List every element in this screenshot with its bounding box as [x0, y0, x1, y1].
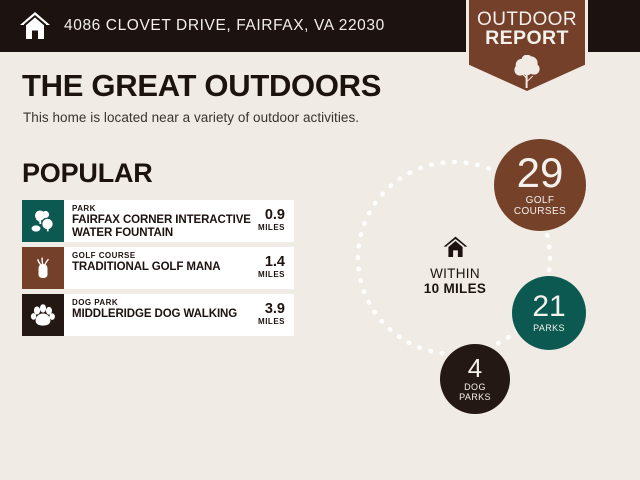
radius-line-1: WITHIN [430, 266, 480, 281]
golf-tee-icon [22, 247, 64, 289]
popular-list: PARK FAIRFAX CORNER INTERACTIVE WATER FO… [22, 200, 294, 341]
count-label-line-1: PARKS [533, 323, 565, 334]
list-item-body: GOLF COURSE TRADITIONAL GOLF MANA [64, 247, 258, 289]
radius-line-2: 10 MILES [423, 281, 487, 296]
distance-unit: MILES [258, 317, 285, 326]
outdoor-report-badge: OUTDOOR REPORT [464, 0, 590, 103]
home-icon [18, 9, 52, 43]
badge-text: OUTDOOR REPORT [464, 10, 590, 49]
count-circle-golf-courses: 29 GOLF COURSES [494, 139, 586, 231]
list-item-name: MIDDLERIDGE DOG WALKING [72, 308, 238, 320]
distance-unit: MILES [258, 223, 285, 232]
list-item-distance: 0.9 MILES [258, 200, 294, 242]
list-item[interactable]: GOLF COURSE TRADITIONAL GOLF MANA 1.4 MI… [22, 247, 294, 289]
property-address: 4086 CLOVET DRIVE, FAIRFAX, VA 22030 [64, 17, 385, 34]
page-subtitle: This home is located near a variety of o… [23, 110, 360, 125]
badge-line-1: OUTDOOR [477, 9, 577, 30]
list-item-category: DOG PARK [72, 298, 119, 307]
count-value: 21 [532, 290, 566, 324]
list-item-distance: 1.4 MILES [258, 247, 294, 289]
list-item-distance: 3.9 MILES [258, 294, 294, 336]
list-item-body: DOG PARK MIDDLERIDGE DOG WALKING [64, 294, 258, 336]
list-item[interactable]: PARK FAIRFAX CORNER INTERACTIVE WATER FO… [22, 200, 294, 242]
count-label-line-1: GOLF [525, 195, 555, 207]
count-label-line-2: COURSES [513, 206, 567, 217]
count-label-line-1: DOG [464, 382, 486, 393]
distance-value: 1.4 [264, 254, 285, 270]
footer: eports bright MLS DISCLAIMER: The inform… [0, 438, 640, 480]
badge-line-2: REPORT [485, 27, 569, 50]
count-value: 4 [467, 353, 483, 384]
park-trees-icon [22, 200, 64, 242]
list-item-body: PARK FAIRFAX CORNER INTERACTIVE WATER FO… [64, 200, 258, 242]
paw-print-icon [22, 294, 64, 336]
radius-label: WITHIN 10 MILES [412, 236, 498, 296]
count-value: 29 [516, 149, 564, 197]
list-item-name: FAIRFAX CORNER INTERACTIVE WATER FOUNTAI… [72, 214, 251, 239]
popular-section-title: POPULAR [22, 158, 153, 188]
list-item-category: GOLF COURSE [72, 251, 136, 260]
distance-unit: MILES [258, 270, 285, 279]
tree-icon [464, 55, 590, 94]
page-title: THE GREAT OUTDOORS [22, 68, 382, 103]
distance-value: 3.9 [264, 301, 285, 317]
list-item-category: PARK [72, 204, 96, 213]
list-item[interactable]: DOG PARK MIDDLERIDGE DOG WALKING 3.9 MIL… [22, 294, 294, 336]
list-item-name: TRADITIONAL GOLF MANA [72, 261, 221, 273]
home-icon [412, 236, 498, 263]
count-circle-parks: 21 PARKS [512, 276, 586, 350]
count-circle-dog-parks: 4 DOG PARKS [440, 344, 510, 414]
count-label-line-2: PARKS [459, 392, 491, 402]
distance-value: 0.9 [264, 207, 285, 223]
